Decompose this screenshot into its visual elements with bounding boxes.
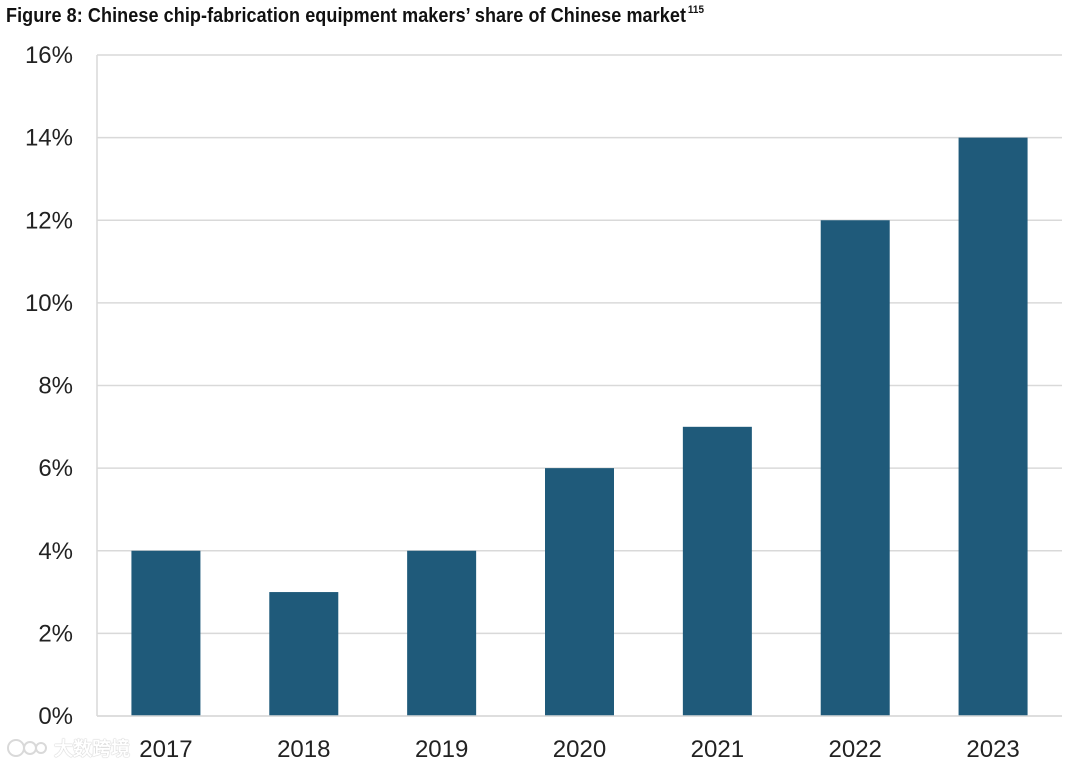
bars (131, 137, 1028, 716)
y-tick-label: 0% (38, 703, 73, 730)
watermark-text: 大数跨境 (54, 738, 131, 760)
y-tick-label: 12% (25, 207, 73, 234)
bar (820, 220, 890, 716)
bar (958, 137, 1028, 716)
x-axis: 2017 2018 2019 2020 2021 2022 2023 (97, 715, 1062, 763)
y-axis: 0% 2% 4% 6% 8% 10% 12% 14% 16% (25, 42, 98, 730)
bar (131, 550, 201, 716)
y-tick-label: 10% (25, 290, 73, 317)
x-tick-label: 2021 (691, 736, 744, 763)
x-tick-label: 2023 (966, 736, 1019, 763)
x-tick-label: 2018 (277, 736, 330, 763)
x-tick-label: 2020 (553, 736, 606, 763)
bar (545, 468, 614, 716)
y-tick-label: 16% (25, 42, 73, 69)
x-tick-label: 2019 (415, 736, 468, 763)
x-tick-label: 2022 (829, 736, 882, 763)
y-tick-label: 2% (38, 620, 73, 647)
watermark: 大数跨境 (6, 734, 130, 761)
watermark-logo-icon (7, 738, 47, 757)
title-footnote: 115 (687, 4, 705, 16)
y-tick-label: 6% (38, 455, 73, 482)
chart-title: Figure 8: Chinese chip-fabrication equip… (6, 4, 704, 28)
y-tick-label: 14% (25, 125, 73, 152)
chart-title-text: Figure 8: Chinese chip-fabrication equip… (6, 5, 687, 27)
y-tick-label: 4% (38, 538, 73, 565)
bar (682, 426, 752, 716)
x-tick-label: 2017 (139, 736, 192, 763)
bar (407, 550, 477, 716)
y-tick-label: 8% (38, 373, 73, 400)
bar (269, 592, 339, 716)
